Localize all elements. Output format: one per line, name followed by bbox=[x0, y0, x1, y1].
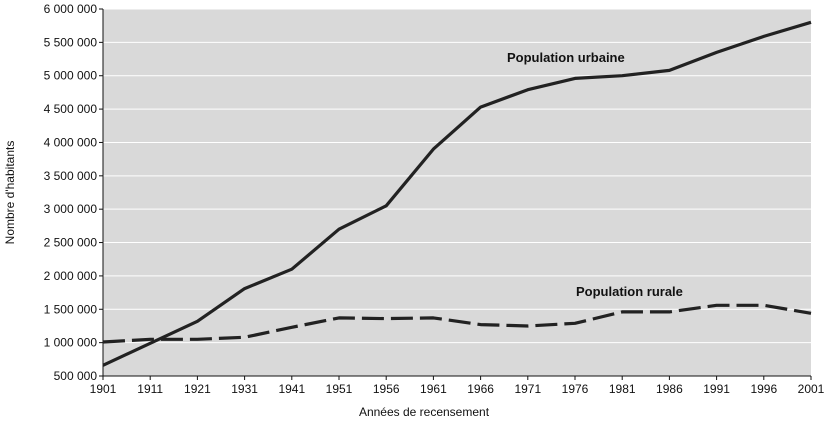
x-tick-label: 1931 bbox=[231, 382, 258, 396]
x-tick-label: 1986 bbox=[656, 382, 683, 396]
y-tick-label: 4 500 000 bbox=[44, 102, 98, 116]
x-tick-label: 1971 bbox=[514, 382, 541, 396]
x-tick-label: 1961 bbox=[420, 382, 447, 396]
x-tick-label: 1976 bbox=[562, 382, 589, 396]
series-lines bbox=[102, 20, 812, 367]
series-label-rurale: Population rurale bbox=[576, 284, 683, 299]
x-tick-label: 1991 bbox=[703, 382, 730, 396]
y-tick-label: 5 000 000 bbox=[44, 69, 98, 83]
y-tick-label: 1 000 000 bbox=[44, 336, 98, 350]
x-tick-label: 1921 bbox=[184, 382, 211, 396]
y-tick-label: 3 000 000 bbox=[44, 202, 98, 216]
x-tick-label: 1941 bbox=[278, 382, 305, 396]
x-tick-label: 2001 bbox=[798, 382, 825, 396]
series-line-population-urbaine bbox=[102, 20, 812, 367]
y-tick-label: 1 500 000 bbox=[44, 302, 98, 316]
x-tick-label: 1911 bbox=[137, 382, 163, 396]
y-tick-label: 500 000 bbox=[54, 369, 98, 383]
series-label-urbaine: Population urbaine bbox=[507, 50, 625, 65]
x-tick-label: 1951 bbox=[326, 382, 353, 396]
y-tick-label: 3 500 000 bbox=[44, 169, 98, 183]
x-tick-label: 1966 bbox=[467, 382, 494, 396]
y-tick-label: 2 500 000 bbox=[44, 236, 98, 250]
y-tick-label: 4 000 000 bbox=[44, 135, 98, 149]
x-axis-title: Années de recensement bbox=[359, 405, 490, 419]
axes: 500 000 1 000 000 1 500 000 2 000 000 2 500 … bbox=[44, 2, 825, 396]
x-tick-label: 1901 bbox=[90, 382, 117, 396]
labels: Années de recensement Nombre d'habitants P… bbox=[3, 50, 683, 419]
gridlines bbox=[103, 8, 811, 344]
series-line-population-rurale bbox=[102, 303, 812, 344]
x-tick-label: 1981 bbox=[609, 382, 636, 396]
y-tick-label: 6 000 000 bbox=[44, 2, 98, 16]
x-tick-label: 1956 bbox=[373, 382, 400, 396]
plot-area bbox=[103, 9, 811, 376]
x-tick-label: 1996 bbox=[750, 382, 777, 396]
y-axis-title: Nombre d'habitants bbox=[3, 141, 17, 245]
y-tick-label: 2 000 000 bbox=[44, 269, 98, 283]
y-tick-label: 5 500 000 bbox=[44, 35, 98, 49]
